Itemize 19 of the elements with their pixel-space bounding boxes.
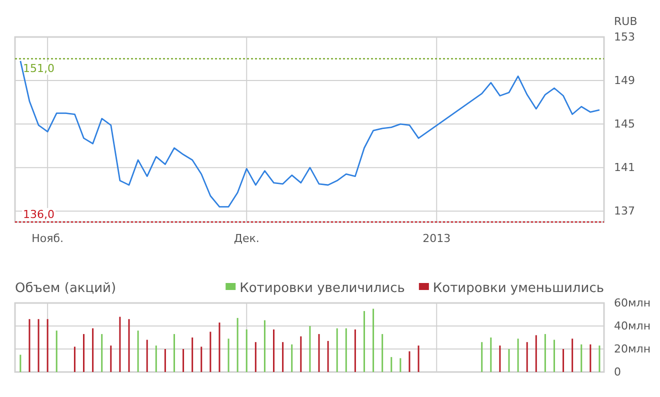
y-tick-label: 137 xyxy=(614,204,635,218)
x-tick-label: Нояб. xyxy=(32,232,64,245)
y-tick-label: 20млн xyxy=(614,342,651,356)
ref-line-label: 151,0 xyxy=(23,62,54,75)
y-tick-label: 149 xyxy=(614,74,635,88)
legend-label: Котировки увеличились xyxy=(240,281,405,296)
x-tick-label: 2013 xyxy=(422,232,451,245)
chart-title: Объем (акций) xyxy=(15,281,116,296)
y-tick-label: 0 xyxy=(614,366,621,379)
y-tick-label: 40млн xyxy=(614,320,651,333)
legend-label: Котировки уменьшились xyxy=(432,281,604,296)
y-tick-label: 145 xyxy=(614,118,635,131)
x-tick-label: Дек. xyxy=(234,232,260,245)
y-tick-label: 141 xyxy=(614,161,635,174)
ref-line-label: 136,0 xyxy=(23,208,54,221)
y-tick-label: 60млн xyxy=(614,296,651,310)
y-axis-title: RUB xyxy=(614,15,638,28)
y-tick-label: 153 xyxy=(614,30,635,44)
line-series xyxy=(20,60,600,208)
